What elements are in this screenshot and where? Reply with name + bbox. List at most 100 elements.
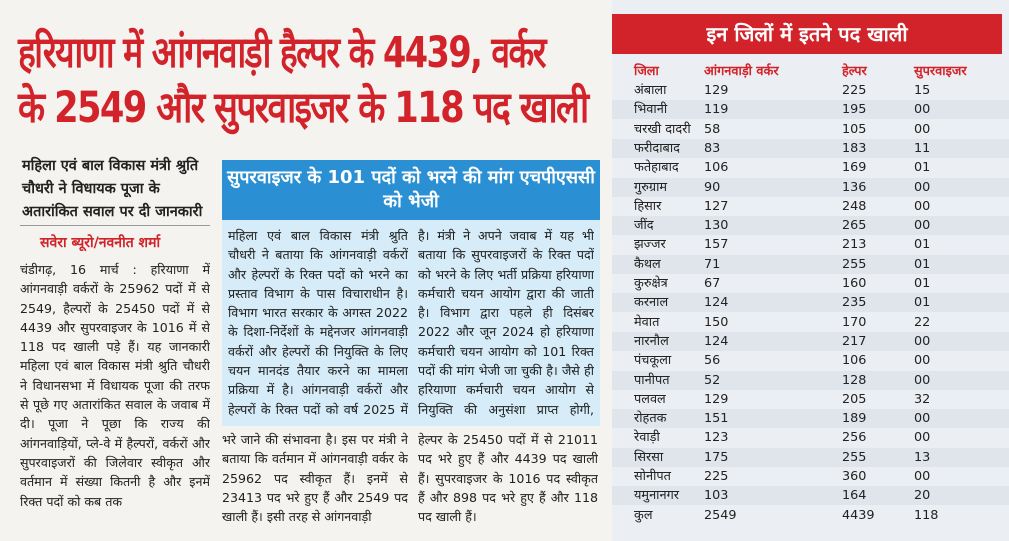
table-row: यमुनानगर 103 164 20 <box>612 486 1009 505</box>
table-cell: 150 <box>704 314 729 330</box>
table-row: झज्जर 157 213 01 <box>612 235 1009 254</box>
table-cell: भिवानी <box>634 102 668 118</box>
deck-line: चौधरी ने विधायक पूजा के <box>22 181 160 197</box>
table-cell: 118 <box>914 507 939 523</box>
box-title: सुपरवाइजर के 101 पदों को भरने की मांग एच… <box>222 160 600 220</box>
table-cell: जींद <box>634 218 654 234</box>
table-row: पानीपत 52 128 00 <box>612 371 1009 390</box>
table-cell: 01 <box>914 295 931 311</box>
table-cell: 170 <box>842 314 867 330</box>
table-cell: 103 <box>704 488 729 504</box>
table-cell: फतेहाबाद <box>634 160 679 176</box>
table-cell: पलवल <box>634 391 666 407</box>
table-cell: 67 <box>704 276 721 291</box>
table-row: फतेहाबाद 106 169 01 <box>612 158 1009 177</box>
table-cell: 15 <box>914 83 931 98</box>
table-row: कुल 2549 4439 118 <box>612 506 1009 525</box>
table-cell: 119 <box>704 102 729 118</box>
table-cell: 00 <box>914 469 931 484</box>
row-stripe <box>612 486 1009 506</box>
body-column: भरे जाने की संभावना है। इस पर मंत्री ने … <box>222 432 408 525</box>
table-cell: चरखी दादरी <box>634 121 691 137</box>
table-cell: 130 <box>704 218 729 234</box>
table-cell: 00 <box>914 372 931 388</box>
table-cell: 2549 <box>704 507 737 523</box>
table-cell: 195 <box>842 102 867 118</box>
table-cell: 00 <box>914 411 931 427</box>
table-row: सोनीपत 225 360 00 <box>612 467 1009 486</box>
table-row: हिसार 127 248 00 <box>612 197 1009 216</box>
table-cell: कैथल <box>634 256 661 272</box>
table-cell: 160 <box>842 276 867 291</box>
table-cell: 360 <box>842 469 867 484</box>
table-cell: 265 <box>842 218 867 234</box>
table-cell: 136 <box>842 179 867 195</box>
table-cell: सुपरवाइजर <box>914 64 967 79</box>
row-stripe <box>612 254 1009 274</box>
table-cell: 00 <box>914 430 931 446</box>
table-cell: 20 <box>914 488 931 504</box>
table-cell: 4439 <box>842 507 875 523</box>
rule <box>20 225 210 226</box>
table-cell: पंचकूला <box>634 353 672 369</box>
table-cell: 00 <box>914 121 931 137</box>
table-cell: 157 <box>704 237 729 253</box>
table-cell: 151 <box>704 411 729 427</box>
row-stripe <box>612 331 1009 352</box>
table-row: नारनौल 124 217 00 <box>612 332 1009 351</box>
table-cell: 00 <box>914 179 931 195</box>
table-cell: नारनौल <box>634 333 669 349</box>
table-row: मेवात 150 170 22 <box>612 313 1009 332</box>
table-row: फरीदाबाद 83 183 11 <box>612 139 1009 158</box>
table-row: रोहतक 151 189 00 <box>612 409 1009 428</box>
table-cell: 124 <box>704 295 729 311</box>
table-cell: 189 <box>842 411 867 427</box>
table-cell: करनाल <box>634 295 669 311</box>
table-cell: फरीदाबाद <box>634 140 680 156</box>
table-cell: 71 <box>704 256 721 272</box>
table-cell: 129 <box>704 83 729 98</box>
table-cell: 00 <box>914 102 931 118</box>
table-cell: सिरसा <box>634 449 664 465</box>
table-row: रेवाड़ी 123 256 00 <box>612 428 1009 447</box>
body-column: हेल्पर के 25450 पदों में से 21011 पद भरे… <box>418 432 598 525</box>
table-row: गुरुग्राम 90 136 00 <box>612 178 1009 197</box>
table-cell: हेल्पर <box>842 64 867 79</box>
table-row: चरखी दादरी 58 105 00 <box>612 120 1009 139</box>
table-cell: 52 <box>704 372 721 388</box>
table-cell: 164 <box>842 488 867 504</box>
table-cell: 01 <box>914 256 931 272</box>
table-row: अंबाला 129 225 15 <box>612 81 1009 100</box>
table-row: जींद 130 265 00 <box>612 216 1009 235</box>
headline: के 2549 और सुपरवाइजर के 118 पद खाली <box>18 83 589 133</box>
table-cell: 01 <box>914 276 931 291</box>
table-cell: 13 <box>914 449 931 465</box>
table-cell: सोनीपत <box>634 469 671 484</box>
table-cell: रोहतक <box>634 411 667 427</box>
table-cell: 127 <box>704 198 729 214</box>
deck-line: महिला एवं बाल विकास मंत्री श्रुति <box>22 158 199 174</box>
table-cell: मेवात <box>634 314 660 330</box>
table-cell: 105 <box>842 121 867 137</box>
table-row: कैथल 71 255 01 <box>612 255 1009 274</box>
table-cell: 256 <box>842 430 867 446</box>
table-row: भिवानी 119 195 00 <box>612 100 1009 119</box>
table-cell: 169 <box>842 160 867 176</box>
row-stripe <box>612 409 1009 429</box>
table-row: जिला आंगनवाड़ी वर्कर हेल्पर सुपरवाइजर <box>612 62 1009 81</box>
table-row: पंचकूला 56 106 00 <box>612 351 1009 370</box>
table-cell: 129 <box>704 391 729 407</box>
table-cell: 00 <box>914 333 931 349</box>
table-cell: 90 <box>704 179 721 195</box>
table-cell: रेवाड़ी <box>634 430 660 446</box>
table-cell: 106 <box>842 353 867 369</box>
table-cell: 183 <box>842 140 867 156</box>
row-stripe <box>612 100 1009 120</box>
table-cell: 83 <box>704 140 721 156</box>
table-row: कुरुक्षेत्र 67 160 01 <box>612 274 1009 293</box>
table-cell: जिला <box>634 64 659 79</box>
row-stripe <box>612 370 1009 390</box>
table-cell: 213 <box>842 237 867 253</box>
table-cell: 32 <box>914 391 931 407</box>
